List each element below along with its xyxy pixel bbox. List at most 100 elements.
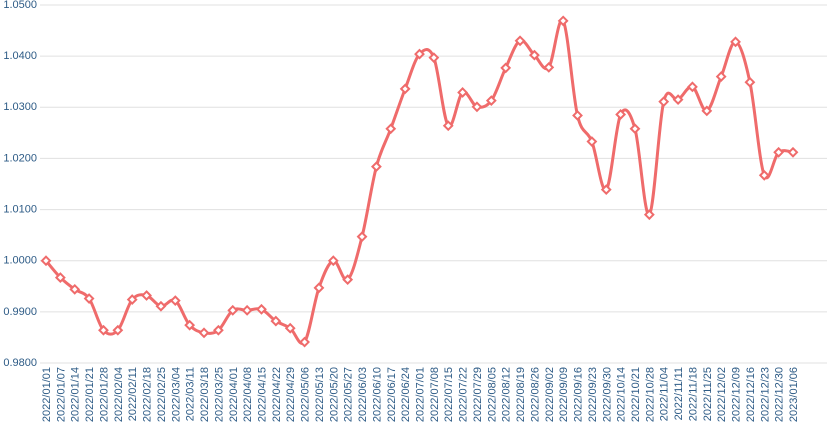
x-tick-label: 2022/11/11 <box>673 367 685 420</box>
x-tick-label: 2022/08/19 <box>515 367 527 422</box>
point-marker <box>773 146 785 158</box>
point-marker <box>629 123 641 135</box>
x-tick-label: 2022/02/11 <box>127 367 139 421</box>
y-tick-label: 1.0400 <box>3 50 37 62</box>
x-tick-label: 2022/07/22 <box>458 367 470 422</box>
y-tick-label: 1.0100 <box>3 203 37 215</box>
x-tick-label: 2022/01/14 <box>70 367 82 422</box>
point-marker <box>284 322 296 334</box>
point-marker <box>83 293 95 304</box>
point-marker <box>572 110 583 121</box>
point-marker <box>184 319 196 331</box>
x-tick-label: 2022/10/28 <box>644 367 656 422</box>
point-marker <box>399 83 411 95</box>
x-tick-label: 2022/07/15 <box>443 367 455 422</box>
point-marker <box>529 49 540 61</box>
x-tick-label: 2022/08/12 <box>501 367 513 422</box>
point-marker <box>600 184 612 196</box>
x-tick-label: 2022/12/02 <box>716 367 728 422</box>
point-marker <box>356 231 368 243</box>
y-tick-label: 1.0300 <box>3 101 37 113</box>
x-tick-label: 2022/06/17 <box>386 367 398 422</box>
x-tick-label: 2022/09/09 <box>558 367 570 422</box>
point-marker <box>112 324 124 336</box>
point-marker <box>457 87 469 98</box>
y-tick-label: 0.9800 <box>3 357 37 369</box>
x-tick-label: 2022/06/03 <box>357 367 369 422</box>
point-marker <box>543 61 555 73</box>
point-marker <box>442 120 454 132</box>
point-marker <box>514 35 526 47</box>
point-marker <box>687 81 698 93</box>
y-tick-label: 1.0200 <box>3 152 37 164</box>
x-tick-label: 2022/01/07 <box>55 367 67 422</box>
y-tick-label: 1.0000 <box>3 255 37 267</box>
x-tick-label: 2022/09/16 <box>573 367 585 422</box>
point-marker <box>299 336 310 348</box>
x-tick-label: 2022/12/09 <box>731 367 743 422</box>
point-marker <box>256 303 267 315</box>
x-tick-label: 2022/05/13 <box>314 367 326 422</box>
x-tick-label: 2022/03/04 <box>170 367 182 422</box>
point-marker <box>270 315 282 327</box>
point-marker <box>414 48 425 60</box>
point-marker <box>672 94 684 106</box>
x-tick-label: 2022/08/26 <box>529 367 541 422</box>
point-marker <box>69 283 81 295</box>
x-tick-label: 2022/03/18 <box>199 367 211 422</box>
x-tick-label: 2022/04/29 <box>285 367 297 422</box>
point-marker <box>730 36 741 48</box>
x-tick-label: 2022/07/01 <box>415 367 427 422</box>
x-tick-label: 2022/10/14 <box>616 367 628 422</box>
x-tick-label: 2022/01/21 <box>84 367 96 422</box>
point-marker <box>98 324 109 336</box>
point-marker <box>385 123 397 135</box>
x-tick-label: 2023/01/06 <box>788 367 800 422</box>
point-marker <box>126 294 138 305</box>
x-tick-label: 2022/12/16 <box>745 367 757 422</box>
point-marker <box>169 295 181 307</box>
x-tick-label: 2022/12/30 <box>774 367 786 422</box>
point-marker <box>715 71 727 83</box>
x-tick-label: 2022/01/28 <box>98 367 110 422</box>
x-tick-label: 2022/03/11 <box>185 367 197 421</box>
point-marker <box>658 96 670 108</box>
x-tick-label: 2022/06/24 <box>400 367 412 422</box>
point-marker <box>744 76 756 88</box>
point-marker <box>471 101 483 113</box>
point-marker <box>485 95 497 107</box>
point-marker <box>586 136 598 147</box>
point-marker <box>54 272 66 284</box>
x-tick-label: 2022/04/01 <box>228 367 240 422</box>
x-tick-label: 2022/02/25 <box>156 367 168 422</box>
x-tick-label: 2022/05/27 <box>343 367 355 422</box>
y-tick-label: 1.0500 <box>3 0 37 11</box>
x-tick-label: 2022/10/21 <box>630 367 642 422</box>
x-tick-label: 2022/04/08 <box>242 367 254 422</box>
x-tick-label: 2022/12/23 <box>759 367 771 422</box>
y-tick-label: 0.9900 <box>3 306 37 318</box>
x-tick-label: 2022/05/20 <box>328 367 340 422</box>
point-marker <box>227 304 239 316</box>
point-marker <box>327 255 339 267</box>
point-marker <box>141 290 152 301</box>
x-tick-label: 2022/05/06 <box>300 367 312 422</box>
x-tick-label: 2022/04/15 <box>256 367 268 422</box>
point-marker <box>701 105 713 117</box>
x-tick-label: 2022/11/18 <box>687 367 699 421</box>
line <box>44 18 794 346</box>
point-marker <box>500 62 512 74</box>
x-tick-label: 2022/02/04 <box>113 367 125 422</box>
x-tick-label: 2022/07/29 <box>472 367 484 422</box>
x-tick-label: 2022/11/04 <box>659 367 671 421</box>
point-marker <box>758 169 770 181</box>
x-tick-label: 2022/09/30 <box>601 367 613 422</box>
point-marker <box>615 109 627 120</box>
x-tick-label: 2022/06/10 <box>371 367 383 422</box>
point-marker <box>241 304 253 316</box>
point-marker <box>313 282 325 294</box>
point-marker <box>370 161 382 173</box>
x-tick-label: 2022/07/08 <box>429 367 441 422</box>
point-marker <box>787 146 799 158</box>
